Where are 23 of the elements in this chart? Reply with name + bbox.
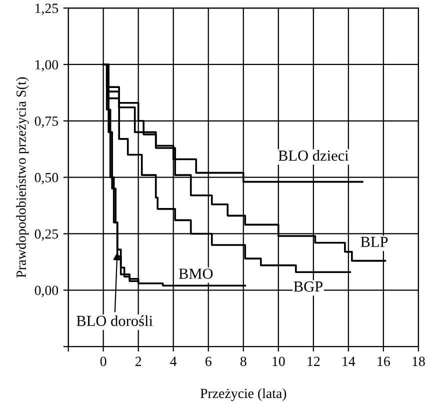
- x-tick-label: 18: [412, 356, 425, 366]
- x-tick-label: 16: [378, 356, 390, 366]
- x-tick-label: 10: [272, 356, 285, 366]
- annotation: BMO: [178, 268, 213, 279]
- x-tick-label: 6: [206, 356, 212, 366]
- x-tick-label: 0: [100, 356, 106, 366]
- x-tick-label: 14: [342, 356, 356, 366]
- x-axis-title: Przeżycie (lata): [200, 388, 286, 401]
- y-axis-title: Prawdopodobieństwo przeżycia S(t): [16, 77, 29, 278]
- annotation: BGP: [294, 281, 322, 292]
- y-tick-label: 1,00: [36, 60, 58, 72]
- y-tick-label: 1,25: [36, 4, 58, 16]
- x-tick-label: 8: [240, 356, 246, 366]
- y-tick-label: 0,50: [34, 172, 58, 184]
- x-tick-label: 4: [170, 356, 177, 366]
- annotation: BLP: [360, 236, 388, 247]
- y-tick-label: 0,00: [34, 286, 58, 298]
- y-tick-label: 0,75: [34, 116, 58, 128]
- x-tick-label: 2: [135, 356, 142, 366]
- annotation: BLO dzieci: [278, 150, 349, 161]
- annotation: BLO dorośli: [76, 315, 153, 326]
- x-tick-label: 12: [308, 356, 320, 366]
- y-tick-label: 0,25: [34, 229, 58, 241]
